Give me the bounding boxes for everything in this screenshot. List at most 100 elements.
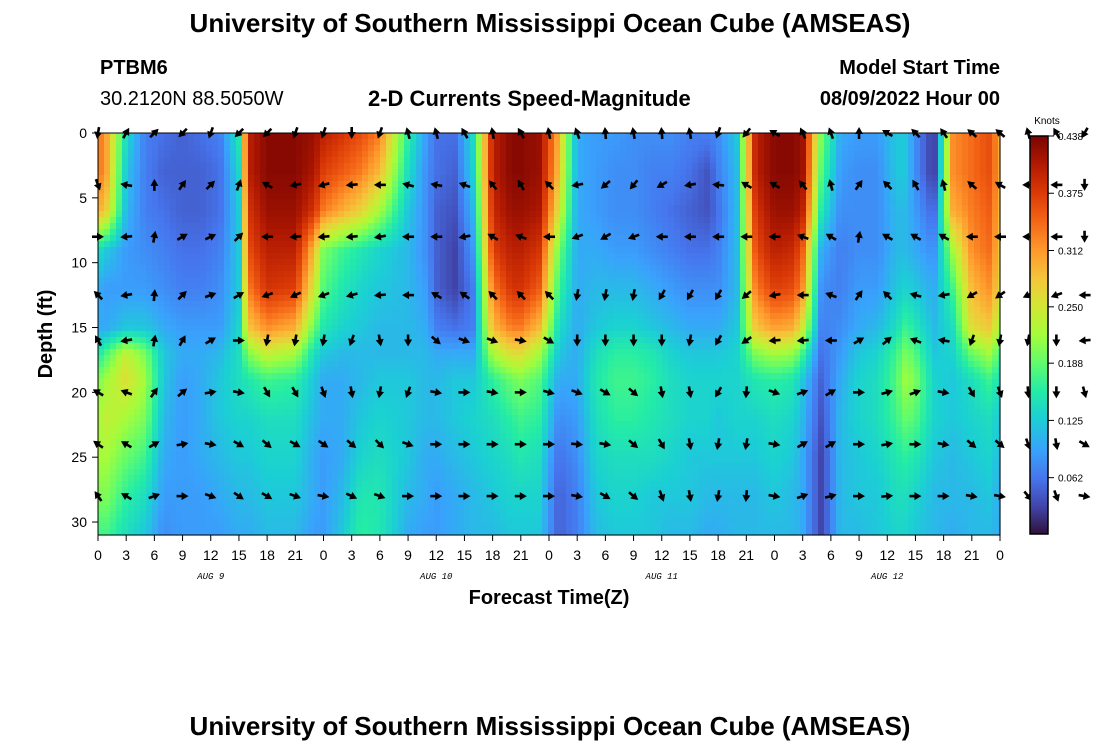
heatmap-cell: [176, 163, 183, 170]
heatmap-cell: [152, 319, 159, 326]
heatmap-cell: [104, 379, 111, 386]
heatmap-cell: [488, 271, 495, 278]
heatmap-cell: [170, 133, 177, 140]
heatmap-cell: [296, 415, 303, 422]
heatmap-cell: [518, 355, 525, 362]
heatmap-cell: [392, 529, 399, 536]
heatmap-cell: [254, 481, 261, 488]
chart-subtitle: 2-D Currents Speed-Magnitude: [368, 86, 691, 111]
heatmap-cell: [404, 415, 411, 422]
heatmap-cell: [362, 445, 369, 452]
heatmap-cell: [206, 277, 213, 284]
heatmap-cell: [212, 487, 219, 494]
heatmap-cell: [338, 457, 345, 464]
heatmap-cell: [470, 391, 477, 398]
heatmap-cell: [284, 247, 291, 254]
heatmap-cell: [482, 511, 489, 518]
heatmap-cell: [194, 469, 201, 476]
heatmap-cell: [194, 295, 201, 302]
heatmap-cell: [464, 289, 471, 296]
heatmap-cell: [452, 421, 459, 428]
heatmap-cell: [338, 253, 345, 260]
heatmap-cell: [410, 373, 417, 380]
heatmap-cell: [164, 139, 171, 146]
heatmap-cell: [500, 181, 507, 188]
heatmap-cell: [476, 205, 483, 212]
heatmap-cell: [536, 265, 543, 272]
heatmap-cell: [464, 427, 471, 434]
heatmap-cell: [146, 343, 153, 350]
heatmap-cell: [224, 469, 231, 476]
heatmap-cell: [506, 529, 513, 536]
heatmap-cell: [338, 175, 345, 182]
heatmap-cell: [230, 169, 237, 176]
heatmap-cell: [440, 439, 447, 446]
heatmap-cell: [434, 349, 441, 356]
heatmap-cell: [518, 361, 525, 368]
heatmap-cell: [386, 301, 393, 308]
heatmap-cell: [428, 337, 435, 344]
heatmap-cell: [464, 403, 471, 410]
heatmap-cell: [518, 319, 525, 326]
heatmap-cell: [320, 229, 327, 236]
heatmap-cell: [332, 301, 339, 308]
heatmap-cell: [218, 523, 225, 530]
heatmap-cell: [332, 217, 339, 224]
heatmap-cell: [332, 451, 339, 458]
heatmap-cell: [476, 481, 483, 488]
heatmap-cell: [398, 229, 405, 236]
heatmap-cell: [536, 361, 543, 368]
heatmap-cell: [506, 463, 513, 470]
heatmap-cell: [200, 265, 207, 272]
heatmap-cell: [536, 247, 543, 254]
heatmap-cell: [158, 523, 165, 530]
heatmap-cell: [500, 505, 507, 512]
heatmap-cell: [206, 379, 213, 386]
heatmap-cell: [146, 307, 153, 314]
heatmap-cell: [428, 475, 435, 482]
heatmap-cell: [380, 241, 387, 248]
heatmap-cell: [236, 403, 243, 410]
heatmap-cell: [470, 337, 477, 344]
heatmap-cell: [266, 307, 273, 314]
heatmap-cell: [530, 289, 537, 296]
heatmap-cell: [200, 283, 207, 290]
heatmap-cell: [218, 373, 225, 380]
heatmap-cell: [212, 337, 219, 344]
heatmap-cell: [266, 529, 273, 536]
heatmap-cell: [104, 187, 111, 194]
heatmap-cell: [536, 439, 543, 446]
heatmap-cell: [164, 295, 171, 302]
heatmap-cell: [266, 523, 273, 530]
heatmap-cell: [512, 217, 519, 224]
heatmap-cell: [416, 511, 423, 518]
heatmap-cell: [254, 463, 261, 470]
heatmap-cell: [434, 211, 441, 218]
heatmap-cell: [452, 523, 459, 530]
heatmap-cell: [320, 457, 327, 464]
heatmap-cell: [260, 391, 267, 398]
heatmap-cell: [398, 157, 405, 164]
heatmap-cell: [518, 499, 525, 506]
heatmap-cell: [284, 511, 291, 518]
heatmap-cell: [344, 337, 351, 344]
heatmap-cell: [224, 343, 231, 350]
heatmap-cell: [386, 247, 393, 254]
heatmap-cell: [422, 367, 429, 374]
heatmap-cell: [344, 235, 351, 242]
heatmap-cell: [476, 283, 483, 290]
heatmap-cell: [458, 397, 465, 404]
heatmap-cell: [194, 139, 201, 146]
heatmap-cell: [152, 421, 159, 428]
heatmap-cell: [176, 145, 183, 152]
heatmap-cell: [464, 319, 471, 326]
heatmap-cell: [140, 457, 147, 464]
heatmap-cell: [314, 211, 321, 218]
heatmap-cell: [332, 337, 339, 344]
heatmap-cell: [380, 247, 387, 254]
heatmap-cell: [284, 355, 291, 362]
heatmap-cell: [296, 325, 303, 332]
heatmap-cell: [362, 499, 369, 506]
heatmap-cell: [422, 397, 429, 404]
speed-heatmap: [98, 133, 1001, 536]
